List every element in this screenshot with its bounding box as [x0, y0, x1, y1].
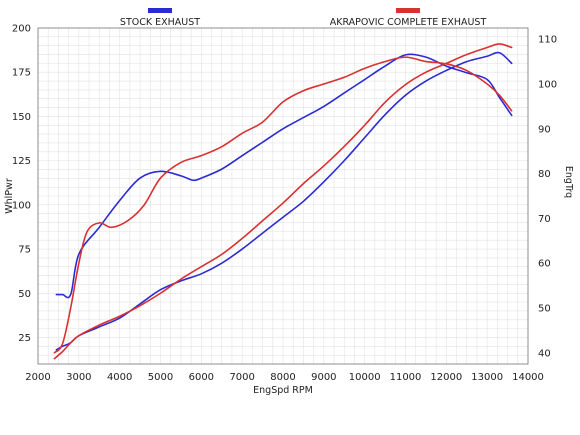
legend-swatch-stock: [148, 8, 172, 13]
x-tick-label: 3000: [66, 372, 91, 383]
y-left-tick-label: 75: [18, 245, 31, 256]
y-right-tick-label: 90: [538, 124, 551, 135]
grid: [37, 27, 529, 365]
y-right-tick-label: 50: [538, 304, 551, 315]
x-tick-label: 5000: [148, 372, 173, 383]
y-left-tick-label: 100: [12, 200, 31, 211]
legend-swatch-akrapovic: [396, 8, 420, 13]
x-tick-label: 11000: [390, 372, 422, 383]
y-right-tick-label: 80: [538, 169, 551, 180]
series-group: [53, 43, 513, 360]
x-tick-label: 7000: [229, 372, 254, 383]
x-tick-label: 9000: [311, 372, 336, 383]
x-tick-label: 6000: [189, 372, 214, 383]
x-tick-label: 12000: [430, 372, 462, 383]
y-left-tick-label: 150: [12, 112, 31, 123]
y-right-tick-label: 60: [538, 259, 551, 270]
y-left-tick-label: 175: [12, 68, 31, 79]
x-tick-label: 8000: [270, 372, 295, 383]
legend: STOCK EXHAUST AKRAPOVIC COMPLETE EXHAUST: [120, 8, 487, 28]
x-tick-label: 2000: [25, 372, 50, 383]
y-left-tick-label: 200: [12, 24, 31, 35]
stock-torque-line: [55, 53, 513, 299]
x-axis-label: EngSpd RPM: [253, 385, 313, 396]
plot-frame: [37, 27, 529, 365]
y-left-tick-label: 50: [18, 289, 31, 300]
y-right-tick-label: 100: [538, 80, 557, 91]
x-tick-label: 4000: [107, 372, 132, 383]
stock-power-line: [55, 51, 513, 351]
akrapovic-torque-line: [53, 56, 513, 354]
y-left-tick-label: 125: [12, 156, 31, 167]
y-axis-label-right: EngTrq: [563, 166, 574, 198]
legend-label-stock: STOCK EXHAUST: [120, 17, 200, 28]
tick-labels: 2000 3000 4000 5000 6000 7000 8000 9000 10000 110…: [12, 24, 557, 384]
x-tick-label: 10000: [349, 372, 381, 383]
legend-label-akrapovic: AKRAPOVIC COMPLETE EXHAUST: [330, 17, 487, 28]
y-right-tick-label: 110: [538, 35, 557, 46]
y-right-tick-label: 40: [538, 348, 551, 359]
y-axis-label-left: WhlPwr: [4, 178, 15, 214]
y-right-tick-label: 70: [538, 214, 551, 225]
y-left-tick-label: 25: [18, 333, 31, 344]
x-tick-label: 13000: [471, 372, 503, 383]
x-tick-label: 14000: [512, 372, 544, 383]
